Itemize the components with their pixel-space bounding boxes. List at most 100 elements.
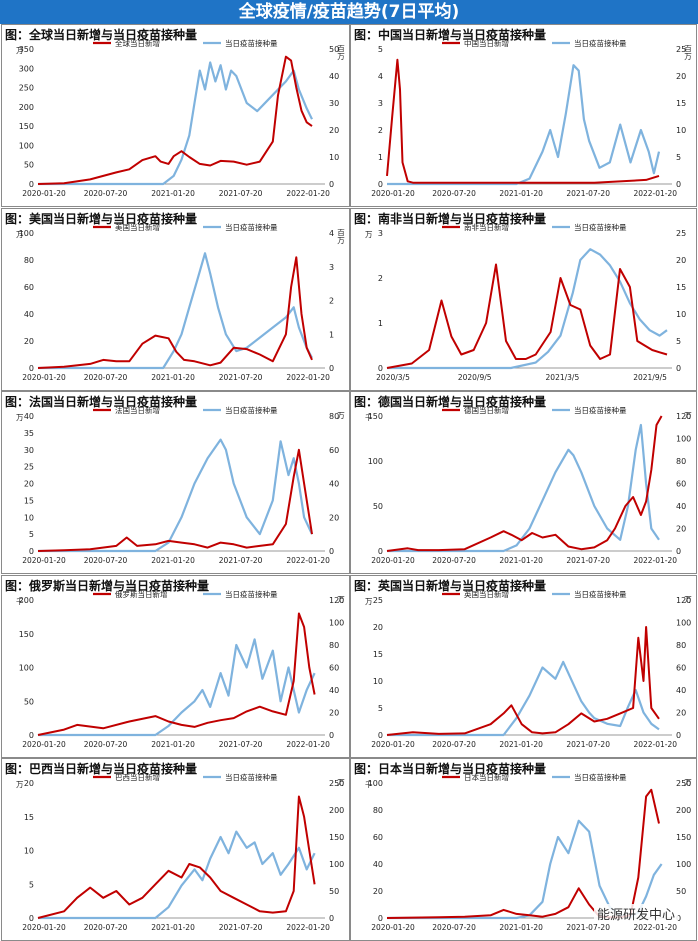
right-tick-label: 5 xyxy=(676,337,681,346)
right-tick-label: 40 xyxy=(329,686,339,695)
right-tick-label: 250 xyxy=(329,779,344,788)
left-axis-unit: 万 xyxy=(16,46,24,55)
right-tick-label: 10 xyxy=(676,310,686,319)
left-tick-label: 10 xyxy=(24,513,34,522)
right-axis-unit: 万 xyxy=(337,778,345,787)
left-axis-unit: 千 xyxy=(16,596,24,606)
left-axis-unit: 千 xyxy=(365,412,373,422)
cases-series-line xyxy=(386,263,668,369)
right-tick-label: 120 xyxy=(676,412,691,421)
right-tick-label: 10 xyxy=(329,153,339,162)
left-tick-label: 0 xyxy=(378,731,383,740)
right-axis-unit: 万 xyxy=(337,411,345,420)
x-tick-label: 2020-07-20 xyxy=(84,189,128,198)
x-tick-label: 2020-07-20 xyxy=(84,923,128,932)
right-axis-unit: 万 xyxy=(337,595,345,604)
right-tick-label: 0 xyxy=(329,364,334,373)
left-axis-unit: 万 xyxy=(16,413,24,422)
right-tick-label: 120 xyxy=(676,596,691,605)
left-tick-label: 25 xyxy=(373,596,383,605)
x-tick-label: 2020-07-20 xyxy=(84,556,128,565)
chart-title: 图：英国当日新增与当日疫苗接种量 xyxy=(354,579,547,593)
right-axis-unit: 万 xyxy=(684,595,692,604)
x-tick-label: 2020-01-20 xyxy=(22,189,66,198)
left-tick-label: 50 xyxy=(24,697,34,706)
legend-label: 当日疫苗接种量 xyxy=(574,772,627,782)
left-tick-label: 1 xyxy=(378,153,383,162)
x-tick-label: 2021-07-20 xyxy=(566,923,610,932)
right-axis-unit: 百 xyxy=(337,228,345,237)
x-tick-label: 2021-07-20 xyxy=(219,373,263,382)
right-tick-label: 80 xyxy=(676,641,686,650)
right-tick-label: 20 xyxy=(676,709,686,718)
left-tick-label: 2 xyxy=(378,126,383,135)
legend-label: 日本当日新增 xyxy=(464,772,509,782)
right-tick-label: 40 xyxy=(329,72,339,81)
x-tick-label: 2021-07-20 xyxy=(219,556,263,565)
x-tick-label: 2021-07-20 xyxy=(566,189,610,198)
right-tick-label: 50 xyxy=(329,887,339,896)
left-tick-label: 10 xyxy=(24,847,34,856)
left-tick-label: 1 xyxy=(378,319,383,328)
x-tick-label: 2020-07-20 xyxy=(432,556,476,565)
left-tick-label: 20 xyxy=(373,623,383,632)
right-tick-label: 15 xyxy=(676,283,686,292)
vaccine-series-line xyxy=(387,660,660,737)
left-tick-label: 35 xyxy=(24,429,34,438)
left-tick-label: 2 xyxy=(378,274,383,283)
right-tick-label: 4 xyxy=(329,229,334,238)
left-tick-label: 15 xyxy=(24,813,34,822)
page-banner: 全球疫情/疫苗趋势(7日平均) xyxy=(0,0,698,24)
x-tick-label: 2020-01-20 xyxy=(371,923,415,932)
right-tick-label: 20 xyxy=(676,525,686,534)
right-tick-label: 50 xyxy=(676,887,686,896)
x-tick-label: 2022-01-20 xyxy=(633,923,677,932)
x-tick-label: 2020-07-20 xyxy=(432,923,476,932)
x-tick-label: 2020-07-20 xyxy=(84,373,128,382)
right-tick-label: 5 xyxy=(676,153,681,162)
x-tick-label: 2021-01-20 xyxy=(499,556,543,565)
left-tick-label: 40 xyxy=(24,310,34,319)
right-axis-unit: 万 xyxy=(337,52,345,61)
chart-panel: 图：巴西当日新增与当日疫苗接种量 0 5 10 15 20 0 50 100 150 200 250 万… xyxy=(1,758,350,941)
right-tick-label: 0 xyxy=(676,731,681,740)
left-tick-label: 15 xyxy=(24,496,34,505)
legend-label: 英国当日新增 xyxy=(464,589,509,599)
left-tick-label: 5 xyxy=(378,45,383,54)
chart-svg: 0 1 2 3 0 5 10 15 20 25 万 2020/3/5 2020/9/5 2021/3/5 2… xyxy=(365,222,686,382)
left-axis-unit: 万 xyxy=(365,230,373,239)
right-tick-label: 100 xyxy=(676,860,691,869)
right-tick-label: 100 xyxy=(676,435,691,444)
right-tick-label: 25 xyxy=(676,45,686,54)
x-tick-label: 2020-07-20 xyxy=(84,740,128,749)
left-tick-label: 0 xyxy=(29,731,34,740)
left-tick-label: 20 xyxy=(24,337,34,346)
right-tick-label: 40 xyxy=(329,480,339,489)
right-tick-label: 10 xyxy=(676,126,686,135)
right-tick-label: 60 xyxy=(676,664,686,673)
legend-label: 德国当日新增 xyxy=(464,405,509,415)
x-tick-label: 2021-01-20 xyxy=(499,740,543,749)
left-tick-label: 0 xyxy=(378,914,383,923)
vaccine-series-line xyxy=(38,61,313,186)
left-tick-label: 80 xyxy=(373,806,383,815)
right-tick-label: 1 xyxy=(329,330,334,339)
left-tick-label: 150 xyxy=(19,122,34,131)
right-tick-label: 0 xyxy=(676,180,681,189)
vaccine-series-line xyxy=(387,64,661,186)
chart-svg: 0 50 100 150 0 20 40 60 80 100 120 千 万 2020-01-20 2020… xyxy=(365,405,692,565)
left-axis-unit: 万 xyxy=(16,230,24,239)
left-tick-label: 3 xyxy=(378,229,383,238)
vaccine-series-line xyxy=(387,423,660,553)
legend-label: 当日疫苗接种量 xyxy=(574,222,627,232)
right-tick-label: 20 xyxy=(329,709,339,718)
legend-label: 当日疫苗接种量 xyxy=(225,222,278,232)
cases-series-line xyxy=(37,795,316,919)
right-tick-label: 40 xyxy=(676,502,686,511)
left-tick-label: 100 xyxy=(19,141,34,150)
left-tick-label: 20 xyxy=(24,779,34,788)
